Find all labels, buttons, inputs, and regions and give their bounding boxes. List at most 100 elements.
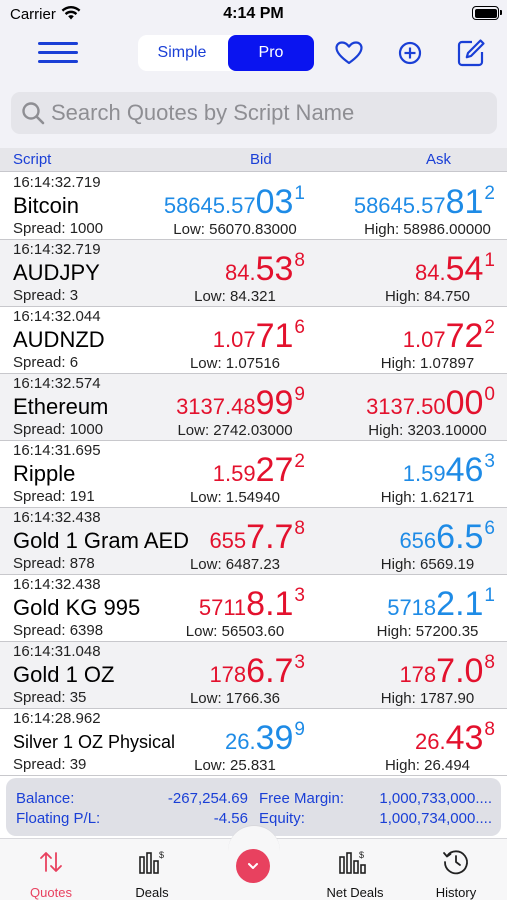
high-value: High: 1787.90 <box>380 690 475 707</box>
bid-price[interactable]: 84.538 <box>225 249 305 289</box>
ask-price-prefix: 26. <box>415 729 446 754</box>
quote-time: 16:14:31.048 <box>13 643 101 660</box>
bid-price-prefix: 1.59 <box>212 461 256 486</box>
quote-row[interactable]: 16:14:32.044 AUDNZD Spread: 6 1.07716 1.0772… <box>0 307 507 374</box>
ask-price[interactable]: 84.541 <box>415 249 495 289</box>
tab-history[interactable]: History <box>411 847 501 900</box>
more-options-button[interactable] <box>236 849 270 883</box>
script-name: Ethereum <box>13 394 109 419</box>
ask-price[interactable]: 57182.11 <box>387 584 495 624</box>
quotes-list: 16:14:32.719 Bitcoin Spread: 1000 58645.570… <box>0 173 507 776</box>
script-name: Gold KG 995 <box>13 595 141 620</box>
high-value: High: 6569.19 <box>380 556 475 573</box>
floating-pl-label: Floating P/L: <box>16 810 101 827</box>
quote-row[interactable]: 16:14:31.695 Ripple Spread: 191 1.59272 1.59… <box>0 441 507 508</box>
ask-price[interactable]: 1.07722 <box>403 316 495 356</box>
ask-price-prefix: 1.07 <box>402 327 446 352</box>
ask-price-pips: 81 <box>445 183 484 221</box>
bid-price[interactable]: 57118.13 <box>199 584 305 624</box>
column-header-bid[interactable]: Bid <box>250 151 272 168</box>
bid-price-fraction: 2 <box>294 451 305 472</box>
ask-price-fraction: 0 <box>484 384 495 405</box>
spread-value: Spread: 1000 <box>13 220 104 237</box>
low-value: Low: 1.54940 <box>189 489 281 506</box>
bid-price[interactable]: 3137.48999 <box>176 383 305 423</box>
bid-price[interactable]: 6557.78 <box>209 517 305 557</box>
ask-price[interactable]: 58645.57812 <box>354 182 495 222</box>
balance-value: -267,254.69 <box>167 790 248 807</box>
script-name: AUDNZD <box>13 327 105 352</box>
ask-price-pips: 46 <box>445 451 484 489</box>
bid-price-fraction: 9 <box>294 384 305 405</box>
deals-chart-icon: $ <box>139 850 164 874</box>
quote-time: 16:14:32.438 <box>13 509 101 526</box>
script-name: Gold 1 Gram AED <box>13 528 190 553</box>
bid-price-pips: 99 <box>255 384 294 422</box>
bid-price[interactable]: 1786.73 <box>209 651 305 691</box>
script-name: AUDJPY <box>13 260 100 285</box>
ask-price[interactable]: 3137.50000 <box>366 383 495 423</box>
bid-price-pips: 71 <box>255 317 294 355</box>
status-bar: Carrier 4:14 PM <box>0 0 507 28</box>
spread-value: Spread: 191 <box>13 488 95 505</box>
quotes-table-header: Script Bid Ask <box>0 148 507 172</box>
bid-price[interactable]: 1.59272 <box>213 450 305 490</box>
edit-icon[interactable] <box>455 37 487 69</box>
tab-quotes[interactable]: Quotes <box>6 847 96 900</box>
ask-price-pips: 43 <box>445 719 484 757</box>
bid-price-pips: 39 <box>255 719 294 757</box>
ask-price-pips: 6.5 <box>436 518 484 556</box>
ask-price-pips: 54 <box>445 250 484 288</box>
quote-row[interactable]: 16:14:28.962 Silver 1 OZ Physical Spread: … <box>0 709 507 776</box>
search-input[interactable] <box>51 92 481 134</box>
script-name: Gold 1 OZ <box>13 662 115 687</box>
ask-price-fraction: 2 <box>484 183 495 204</box>
ask-price[interactable]: 1787.08 <box>399 651 495 691</box>
bid-price[interactable]: 26.399 <box>225 718 305 758</box>
mode-simple-button[interactable]: Simple <box>157 44 207 61</box>
quote-row[interactable]: 16:14:32.438 Gold KG 995 Spread: 6398 57118… <box>0 575 507 642</box>
ask-price-pips: 7.0 <box>436 652 484 690</box>
tab-deals-label: Deals <box>135 885 169 900</box>
floating-pl-value: -4.56 <box>213 810 248 827</box>
plus-circle-icon[interactable] <box>394 37 426 69</box>
tab-net-deals-label: Net Deals <box>326 885 384 900</box>
ask-price[interactable]: 1.59463 <box>403 450 495 490</box>
ask-price[interactable]: 26.438 <box>415 718 495 758</box>
bid-price-prefix: 58645.57 <box>163 193 256 218</box>
bid-price[interactable]: 1.07716 <box>213 316 305 356</box>
heart-icon[interactable] <box>333 37 365 69</box>
bid-price-fraction: 9 <box>294 719 305 740</box>
bid-price-pips: 6.7 <box>246 652 294 690</box>
bid-price-fraction: 1 <box>294 183 305 204</box>
script-name: Silver 1 OZ Physical <box>13 732 176 752</box>
column-header-ask[interactable]: Ask <box>426 151 452 168</box>
ask-price-prefix: 1.59 <box>402 461 446 486</box>
tab-deals[interactable]: $ Deals <box>107 847 197 900</box>
carrier-label: Carrier <box>10 6 56 23</box>
svg-text:$: $ <box>159 850 164 860</box>
tab-net-deals[interactable]: $ Net Deals <box>310 847 400 900</box>
search-icon <box>22 102 45 125</box>
bid-price[interactable]: 58645.57031 <box>164 182 305 222</box>
quote-row[interactable]: 16:14:32.719 AUDJPY Spread: 3 84.538 84.541 L… <box>0 240 507 307</box>
high-value: High: 84.750 <box>384 288 471 305</box>
bid-price-prefix: 84. <box>225 260 256 285</box>
quote-row[interactable]: 16:14:31.048 Gold 1 OZ Spread: 35 1786.73 17… <box>0 642 507 709</box>
quote-time: 16:14:32.719 <box>13 241 101 258</box>
quote-row[interactable]: 16:14:32.574 Ethereum Spread: 1000 3137.489… <box>0 374 507 441</box>
quote-row[interactable]: 16:14:32.438 Gold 1 Gram AED Spread: 878 65… <box>0 508 507 575</box>
menu-icon[interactable] <box>38 40 80 66</box>
ask-price-fraction: 1 <box>484 585 495 606</box>
quote-time: 16:14:28.962 <box>13 710 101 727</box>
quote-time: 16:14:32.044 <box>13 308 101 325</box>
column-header-script[interactable]: Script <box>13 151 52 168</box>
tab-bar: Quotes $ Deals $ Net Deals History <box>0 825 507 900</box>
ask-price[interactable]: 6566.56 <box>399 517 495 557</box>
mode-pro-button[interactable]: Pro <box>228 35 314 71</box>
ask-price-prefix: 84. <box>415 260 446 285</box>
quote-row[interactable]: 16:14:32.719 Bitcoin Spread: 1000 58645.570… <box>0 173 507 240</box>
spread-value: Spread: 878 <box>13 555 95 572</box>
low-value: Low: 56503.60 <box>185 623 285 640</box>
sort-arrows-icon <box>40 852 62 872</box>
